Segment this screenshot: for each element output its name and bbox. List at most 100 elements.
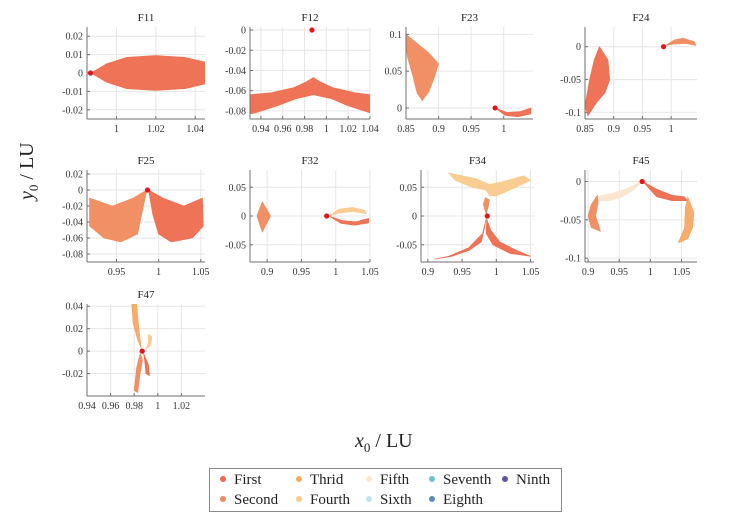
panel-f24-ytick-label: -0.1 — [565, 108, 581, 119]
panel-f23-xtick-label: 0.95 — [462, 124, 480, 135]
panel-f45-region-first — [642, 181, 688, 201]
panel-f34-xtick-label: 1 — [494, 267, 499, 278]
panel-f23-ytick-label: 0 — [397, 103, 402, 114]
panel-f25-ytick-label: 0 — [78, 186, 83, 197]
panel-f25-ytick-label: 0.02 — [66, 170, 84, 181]
panel-f23-region-first — [494, 107, 532, 118]
legend-second-marker — [220, 495, 226, 502]
legend-item-fourth: Fourth — [296, 492, 350, 509]
panel-f25-ytick-label: -0.02 — [62, 202, 83, 213]
panel-f12-ytick-label: -0.04 — [225, 66, 246, 77]
panel-f45: 0.9 0.95 1 1.05 -0.1 -0.05 0 F45 — [560, 155, 697, 278]
panel-f34-xtick-label: 0.95 — [453, 267, 471, 278]
panel-f34-xtick-label: 1.05 — [522, 267, 540, 278]
panel-f45-xtick-label: 1.05 — [673, 267, 691, 278]
panel-f23: 0.85 0.9 0.95 1 0 0.05 0.1 F23 — [385, 12, 533, 135]
panel-f12: 0.94 0.96 0.98 1 1.02 1.04 -0.08 -0.06 -0.04 -0.0… — [225, 12, 379, 135]
panel-f32-data — [256, 201, 369, 233]
legend-first-label: First — [234, 472, 262, 488]
panel-f24-title: F24 — [632, 12, 650, 24]
panel-f32-xtick-label: 1.05 — [361, 267, 379, 278]
panel-f25: 0.95 1 1.05 -0.08 -0.06 -0.04 -0.02 0 0.02 F25 — [62, 155, 209, 278]
panel-f32: 0.9 0.95 1 1.05 -0.05 0 0.05 F32 — [225, 155, 379, 278]
panel-f47-ytick-label: -0.02 — [62, 369, 83, 380]
legend-seventh-label: Seventh — [443, 472, 492, 488]
panel-f12-xtick-label: 1.04 — [361, 124, 379, 135]
panel-f12-ytick-label: -0.08 — [225, 106, 246, 117]
panel-f47-ytick-label: 0.04 — [66, 302, 84, 313]
panel-f24-ytick-label: 0 — [576, 42, 581, 53]
panel-f23-xtick-label: 0.85 — [397, 124, 415, 135]
panel-f12-xtick-label: 0.94 — [252, 124, 270, 135]
panel-f12-xtick-label: 0.98 — [296, 124, 314, 135]
panel-f47-ytick-label: 0 — [78, 347, 83, 358]
panel-f34-title: F34 — [469, 155, 487, 167]
legend-sixth-label: Sixth — [380, 492, 412, 508]
panel-f34-data — [434, 172, 531, 260]
panel-f11-title: F11 — [138, 12, 155, 24]
legend-item-first: First — [220, 472, 262, 489]
y-axis-label-main: y — [16, 191, 38, 200]
panel-f47-ytick-label: 0.02 — [66, 324, 84, 335]
legend-fourth-label: Fourth — [310, 492, 351, 508]
panel-f47-data — [131, 304, 153, 393]
panel-f11-point — [87, 70, 94, 76]
panel-f32-point — [324, 213, 330, 219]
legend-second-label: Second — [234, 492, 279, 508]
panel-f12-ytick-label: 0 — [241, 26, 246, 37]
panel-f47-xtick-label: 0.94 — [78, 401, 96, 412]
legend-item-second: Second — [220, 492, 278, 509]
panel-f32-region-fourth — [328, 207, 367, 217]
legend-item-ninth: Ninth — [502, 472, 550, 489]
panel-f25-xtick-label: 1 — [156, 267, 161, 278]
panel-f45-ytick-label: -0.1 — [565, 254, 581, 265]
panel-f23-data — [406, 34, 532, 118]
panel-f45-point — [639, 178, 645, 185]
panel-f25-data — [89, 189, 204, 243]
legend-sixth-marker — [366, 495, 372, 502]
y-axis-label: y0 / LU — [16, 142, 42, 200]
panel-f45-data — [587, 181, 695, 244]
x-axis-label-sub: 0 — [363, 440, 371, 455]
panel-f23-ytick-label: 0.05 — [385, 67, 403, 78]
panel-f12-xtick-label: 1 — [324, 124, 329, 135]
legend-seventh-marker — [429, 475, 435, 482]
legend-thrid-label: Thrid — [310, 472, 344, 488]
panel-f12-region-first — [250, 77, 370, 115]
panel-f32-ytick-label: 0 — [241, 212, 246, 223]
panel-f23-region-second — [406, 34, 439, 101]
panel-f32-xtick-label: 0.95 — [293, 267, 311, 278]
panel-f11-ytick-label: 0 — [78, 69, 83, 80]
panel-f11-data — [90, 55, 205, 91]
legend: First Second Thrid Fourth Fifth Sixth Se… — [209, 468, 562, 512]
panel-f34-point — [484, 213, 490, 219]
panel-f23-ytick-label: 0.1 — [390, 30, 403, 41]
panel-f32-xtick-label: 0.9 — [261, 267, 274, 278]
legend-thrid-marker — [296, 475, 302, 482]
panel-f12-xtick-label: 1.02 — [339, 124, 357, 135]
panel-f24-xtick-label: 1 — [669, 124, 674, 135]
panel-f24-region-second — [665, 37, 697, 46]
panel-f12-title: F12 — [301, 12, 318, 24]
panel-f24: 0.85 0.9 0.95 1 -0.1 -0.05 0 F24 — [560, 12, 697, 135]
panel-f34-region-first — [485, 218, 531, 257]
panel-f11-ytick-label: -0.02 — [62, 105, 83, 116]
panel-f34-ytick-label: 0 — [412, 212, 417, 223]
x-axis-label-unit: / LU — [370, 430, 413, 452]
panel-f23-title: F23 — [461, 12, 479, 24]
legend-first-marker — [220, 475, 226, 482]
panel-f45-region-thrid — [678, 196, 695, 244]
panel-f25-xtick-label: 1.05 — [192, 267, 210, 278]
panel-f12-data — [250, 77, 370, 115]
panel-f47-region-second — [133, 353, 143, 393]
panel-f34-ytick-label: 0.05 — [400, 183, 418, 194]
panel-f25-ytick-label: -0.04 — [62, 218, 83, 229]
panel-f24-ytick-label: -0.05 — [560, 75, 581, 86]
panel-f32-ytick-label: -0.05 — [225, 240, 246, 251]
panel-f12-ytick-label: -0.02 — [225, 46, 246, 57]
panel-f24-data — [585, 37, 697, 116]
panel-f45-title: F45 — [632, 155, 650, 167]
panel-f24-region-first — [585, 46, 610, 116]
panel-f32-xtick-label: 1 — [333, 267, 338, 278]
